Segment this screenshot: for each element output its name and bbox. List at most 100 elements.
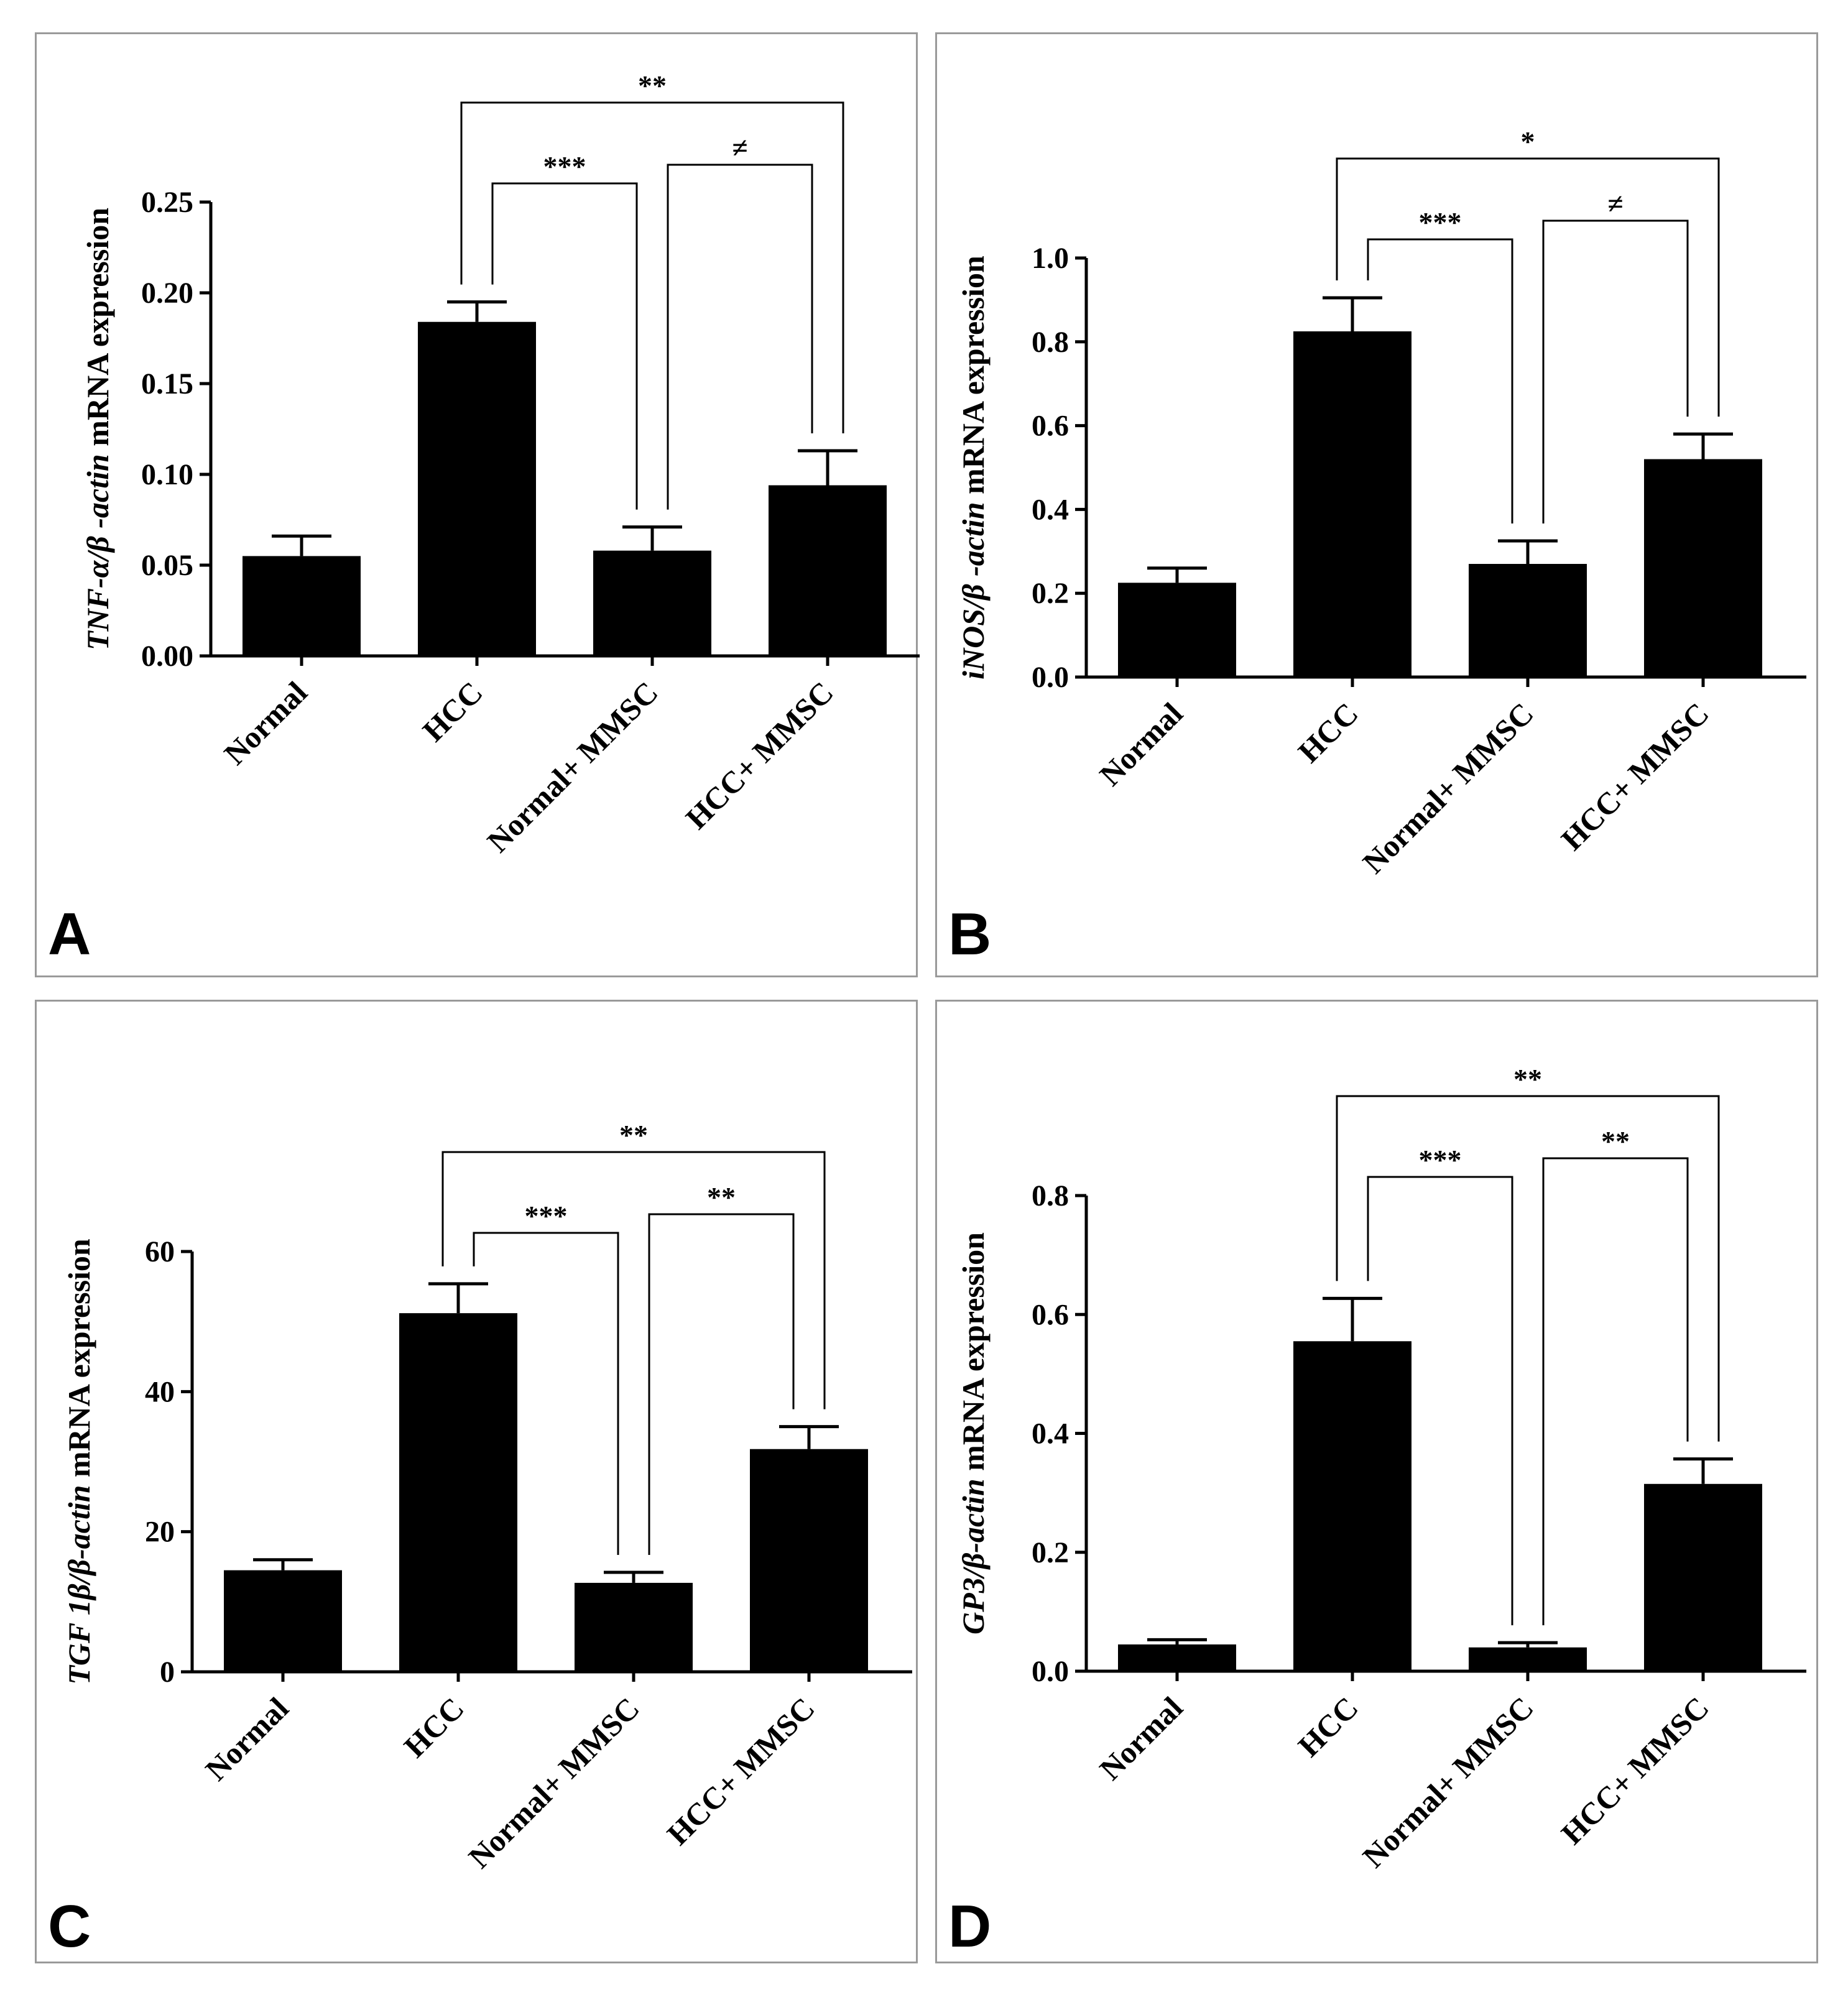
significance-bracket bbox=[473, 1232, 619, 1556]
x-tick-label: HCC bbox=[1291, 696, 1365, 769]
y-tick-label: 0.20 bbox=[141, 277, 193, 310]
y-tick-label: 0.4 bbox=[1032, 493, 1069, 526]
y-tick-label: 0.4 bbox=[1032, 1418, 1069, 1450]
bar bbox=[224, 1570, 342, 1672]
significance-bracket bbox=[491, 182, 638, 510]
y-axis-label-italic: TGF 1β/β-actin bbox=[62, 1485, 96, 1685]
significance-label: *** bbox=[1419, 1144, 1462, 1176]
x-tick-label: HCC+ MMSC bbox=[679, 675, 840, 836]
y-tick-label: 0.00 bbox=[141, 640, 193, 673]
y-tick-label: 0 bbox=[160, 1656, 175, 1689]
y-tick-label: 0.10 bbox=[141, 458, 193, 491]
y-axis-label-rest: mRNA expression bbox=[956, 1232, 991, 1479]
y-axis-label-italic: GP3/β-actin bbox=[956, 1478, 991, 1635]
significance-bracket bbox=[1542, 1157, 1689, 1626]
significance-bracket bbox=[1367, 1176, 1513, 1626]
panel-label-c: C bbox=[48, 1893, 91, 1960]
x-tick-label: HCC bbox=[416, 675, 489, 748]
y-tick-label: 0.6 bbox=[1032, 410, 1069, 443]
x-tick-label: Normal bbox=[217, 675, 314, 772]
panel-b: 0.0 0.2 0.4 0.6 0.8 1.0 iNOS/β -actin mRNA exp… bbox=[935, 32, 1818, 977]
x-tick-label: Normal+ MMSC bbox=[461, 1690, 645, 1874]
significance-bracket bbox=[1336, 157, 1720, 417]
significance-label: ** bbox=[707, 1181, 736, 1213]
panel-c: 0 20 40 60 TGF 1β/β-actin mRNA expression Nor… bbox=[35, 1000, 918, 1963]
bar bbox=[1469, 564, 1587, 677]
significance-label: ≠ bbox=[1607, 188, 1623, 219]
significance-bracket bbox=[648, 1213, 795, 1556]
bar bbox=[1644, 459, 1762, 677]
x-tick-label: HCC bbox=[397, 1690, 471, 1764]
significance-label: ** bbox=[619, 1119, 648, 1151]
chart-b: 0.0 0.2 0.4 0.6 0.8 1.0 iNOS/β -actin mRNA exp… bbox=[956, 126, 1806, 880]
panel-a: 0.00 0.05 0.10 0.15 0.20 0.25 TNF-α/β -actin m… bbox=[35, 32, 920, 977]
bar bbox=[1118, 1644, 1236, 1671]
y-axis-label: GP3/β-actin mRNA expression bbox=[956, 1232, 991, 1635]
y-axis-label: iNOS/β -actin mRNA expression bbox=[956, 256, 991, 680]
y-tick-label: 0.0 bbox=[1032, 1655, 1069, 1688]
x-tick-label: Normal+ MMSC bbox=[1356, 696, 1540, 880]
x-tick-label: HCC+ MMSC bbox=[1555, 696, 1716, 857]
y-tick-label: 0.25 bbox=[141, 186, 193, 219]
y-tick-label: 20 bbox=[145, 1516, 175, 1549]
panel-label-b: B bbox=[948, 901, 992, 967]
y-tick-label: 60 bbox=[145, 1235, 175, 1268]
bar bbox=[1469, 1647, 1587, 1671]
y-tick-label: 0.15 bbox=[141, 367, 193, 400]
y-axis-label-rest: mRNA expression bbox=[956, 256, 991, 502]
panel-label-a: A bbox=[48, 901, 91, 967]
significance-bracket bbox=[1542, 219, 1689, 523]
x-tick-label: Normal+ MMSC bbox=[480, 675, 664, 859]
significance-bracket bbox=[1336, 1095, 1720, 1442]
panel-label-d: D bbox=[948, 1893, 992, 1960]
y-axis-label-italic: iNOS/β -actin bbox=[956, 502, 991, 679]
y-tick-label: 0.0 bbox=[1032, 661, 1069, 694]
y-tick-label: 0.2 bbox=[1032, 577, 1069, 610]
significance-bracket bbox=[441, 1151, 826, 1409]
significance-label: * bbox=[1521, 126, 1535, 157]
y-tick-label: 0.8 bbox=[1032, 1179, 1069, 1212]
x-tick-label: HCC+ MMSC bbox=[660, 1690, 821, 1851]
significance-label: ** bbox=[1513, 1063, 1542, 1095]
x-tick-label: Normal bbox=[198, 1690, 295, 1787]
bar bbox=[1644, 1483, 1762, 1671]
y-axis-label-italic: TNF-α/β -actin bbox=[80, 454, 115, 650]
bar bbox=[593, 550, 711, 656]
chart-c: 0 20 40 60 TGF 1β/β-actin mRNA expression Nor… bbox=[62, 1119, 912, 1875]
y-axis-label: TNF-α/β -actin mRNA expression bbox=[80, 208, 115, 650]
significance-label: ≠ bbox=[732, 132, 747, 164]
bar bbox=[243, 556, 361, 656]
significance-label: *** bbox=[1419, 206, 1462, 238]
bar bbox=[1293, 331, 1411, 677]
y-tick-label: 1.0 bbox=[1032, 242, 1069, 275]
significance-bracket bbox=[667, 164, 813, 510]
x-tick-label: Normal+ MMSC bbox=[1356, 1690, 1540, 1874]
bar bbox=[418, 321, 536, 656]
bar bbox=[769, 485, 887, 656]
significance-label: ** bbox=[1601, 1125, 1630, 1157]
x-tick-label: Normal bbox=[1093, 696, 1190, 793]
bar bbox=[750, 1449, 868, 1672]
x-tick-label: HCC bbox=[1291, 1690, 1365, 1763]
y-axis-label-rest: mRNA expression bbox=[62, 1238, 96, 1485]
bar bbox=[1293, 1341, 1411, 1671]
y-tick-label: 40 bbox=[145, 1375, 175, 1408]
bar bbox=[399, 1313, 517, 1672]
bar bbox=[1118, 583, 1236, 677]
y-tick-label: 0.8 bbox=[1032, 326, 1069, 359]
panel-d: 0.0 0.2 0.4 0.6 0.8 GP3/β-actin mRNA expressi… bbox=[935, 1000, 1818, 1963]
y-axis-label-rest: mRNA expression bbox=[80, 208, 115, 454]
significance-bracket bbox=[460, 101, 844, 434]
x-tick-label: HCC+ MMSC bbox=[1555, 1690, 1716, 1851]
chart-a: 0.00 0.05 0.10 0.15 0.20 0.25 TNF-α/β -actin m… bbox=[80, 70, 920, 859]
significance-label: ** bbox=[638, 70, 667, 101]
significance-label: *** bbox=[525, 1200, 568, 1232]
x-tick-label: Normal bbox=[1093, 1690, 1190, 1787]
y-tick-label: 0.05 bbox=[141, 549, 193, 582]
significance-label: *** bbox=[543, 150, 586, 182]
y-axis-label: TGF 1β/β-actin mRNA expression bbox=[62, 1238, 96, 1685]
y-tick-label: 0.6 bbox=[1032, 1298, 1069, 1331]
chart-d: 0.0 0.2 0.4 0.6 0.8 GP3/β-actin mRNA expressi… bbox=[956, 1063, 1806, 1874]
y-tick-label: 0.2 bbox=[1032, 1536, 1069, 1569]
significance-bracket bbox=[1367, 238, 1513, 523]
